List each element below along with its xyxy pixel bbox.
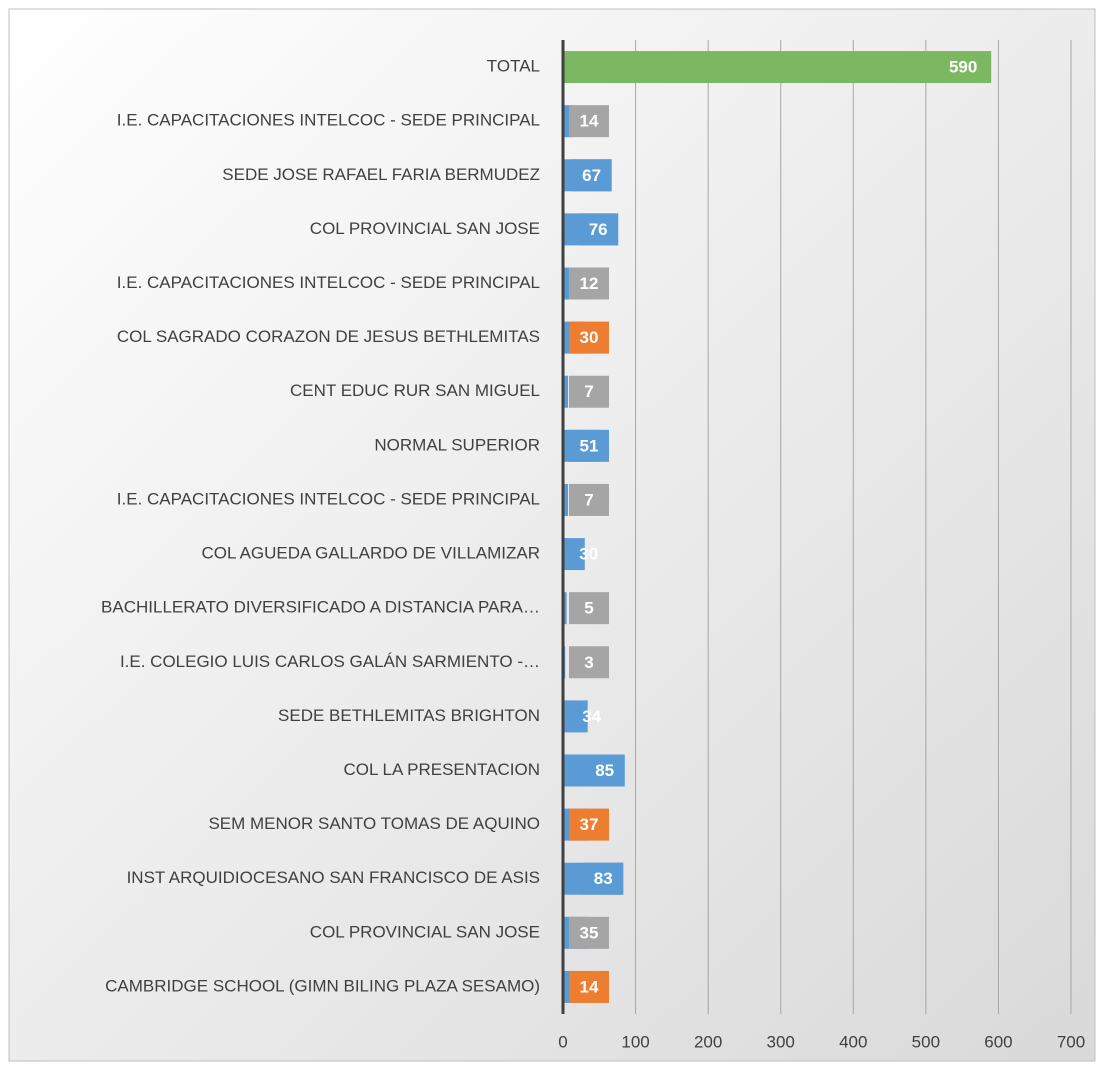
y-tick-label: NORMAL SUPERIOR [374,435,540,454]
y-tick-label: TOTAL [487,57,540,76]
bar [563,51,992,84]
value-label: 35 [580,923,599,942]
value-label: 5 [584,599,593,618]
value-label: 14 [580,112,599,131]
x-tick-label: 100 [621,1032,649,1051]
x-tick-label: 400 [839,1032,867,1051]
value-label: 7 [584,490,593,509]
value-label: 12 [580,274,599,293]
value-label: 85 [595,761,614,780]
y-tick-label: COL PROVINCIAL SAN JOSE [310,219,540,238]
y-tick-label: COL PROVINCIAL SAN JOSE [310,922,540,941]
value-label: 83 [594,869,613,888]
value-label-box [584,754,625,787]
y-tick-label: BACHILLERATO DIVERSIFICADO A DISTANCIA P… [101,598,540,617]
y-tick-label: CAMBRIDGE SCHOOL (GIMN BILING PLAZA SESA… [105,976,540,995]
bar [563,375,569,408]
y-tick-label: COL LA PRESENTACION [344,760,541,779]
bar [563,970,574,1003]
bar [563,105,574,138]
value-label: 37 [580,815,599,834]
value-label: 7 [584,382,593,401]
bar [563,483,569,516]
y-tick-label: COL AGUEDA GALLARDO DE VILLAMIZAR [201,544,540,563]
value-label: 3 [584,653,593,672]
value-label-box [569,970,609,1003]
x-tick-label: 600 [984,1032,1012,1051]
y-tick-label: I.E. CAPACITACIONES INTELCOC - SEDE PRIN… [117,111,540,130]
y-tick-label: INST ARQUIDIOCESANO SAN FRANCISCO DE ASI… [127,868,540,887]
bar [563,538,585,571]
y-tick-label: SEDE BETHLEMITAS BRIGHTON [278,706,540,725]
value-label-box [569,808,609,841]
value-label-box [569,483,609,516]
x-tick-label: 700 [1057,1032,1085,1051]
value-label-box [578,213,619,246]
x-tick-label: 200 [694,1032,722,1051]
x-tick-label: 500 [912,1032,940,1051]
value-label: 14 [580,977,599,996]
value-label-box [569,646,609,679]
y-tick-label: I.E. CAPACITACIONES INTELCOC - SEDE PRIN… [117,273,540,292]
x-tick-label: 300 [767,1032,795,1051]
value-label: 51 [580,436,599,455]
bar [563,700,588,733]
x-tick-label: 0 [558,1032,567,1051]
value-label: 67 [582,166,601,185]
y-tick-label: COL SAGRADO CORAZON DE JESUS BETHLEMITAS [117,327,540,346]
value-label-box [569,592,609,625]
value-label: 30 [579,545,598,564]
y-tick-label: I.E. COLEGIO LUIS CARLOS GALÁN SARMIENTO… [120,652,540,671]
y-tick-label: CENT EDUC RUR SAN MIGUEL [290,381,540,400]
value-label-box [569,916,609,949]
y-tick-label: I.E. CAPACITACIONES INTELCOC - SEDE PRIN… [117,489,540,508]
value-label-box [569,429,609,462]
value-label: 34 [582,707,601,726]
value-label: 30 [580,328,599,347]
value-label-box [583,862,624,895]
y-tick-label: SEM MENOR SANTO TOMAS DE AQUINO [208,814,540,833]
value-label-box [569,267,609,300]
value-label-box [569,375,609,408]
chart-background [8,8,1096,1062]
value-label-box [571,159,612,192]
bar [563,267,572,300]
value-label-box [569,321,609,354]
y-tick-label: SEDE JOSE RAFAEL FARIA BERMUDEZ [222,165,540,184]
value-label-box [569,105,609,138]
value-label: 590 [949,58,977,77]
bar [563,592,567,625]
value-label: 76 [589,220,608,239]
